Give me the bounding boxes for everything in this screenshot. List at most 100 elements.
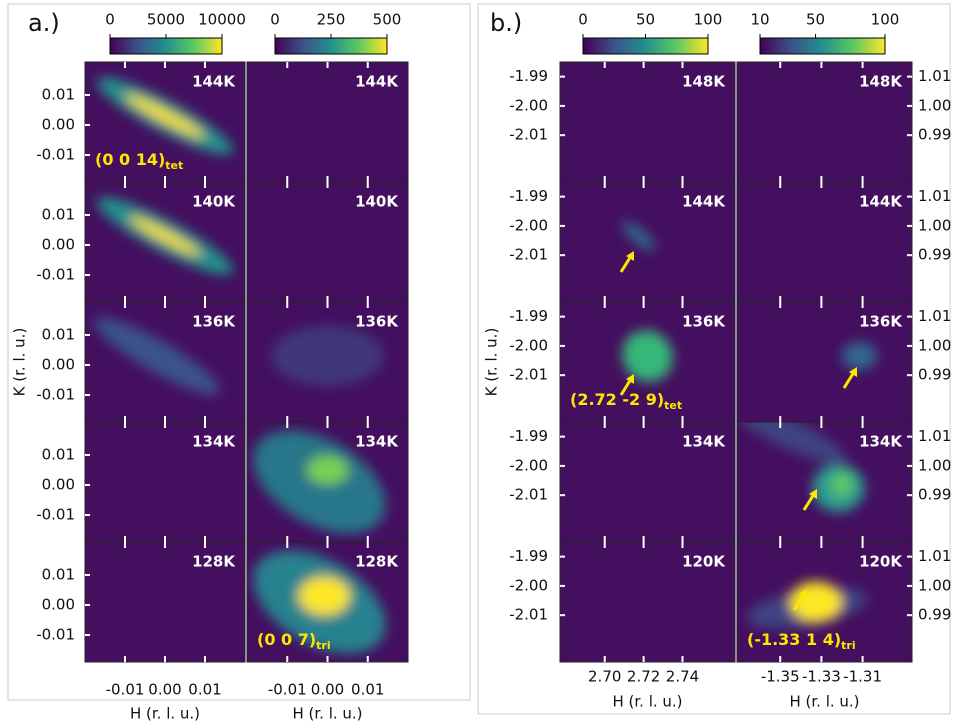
- temperature-label: 136K: [682, 313, 726, 331]
- arrow: [619, 255, 633, 273]
- temperature-label: 128K: [192, 553, 236, 571]
- y-tick-label: -2.00: [509, 456, 548, 474]
- x-tick-label: 0.01: [188, 681, 221, 699]
- x-tick-label: 0.00: [311, 681, 344, 699]
- blob-group: [96, 197, 234, 275]
- temperature-label: 148K: [859, 73, 903, 91]
- y-tick-label: -0.01: [36, 146, 75, 164]
- y2-tick-label: 0.99: [918, 246, 951, 264]
- x-axis-label: H (r. l. u.): [292, 705, 362, 723]
- blob-group: [253, 550, 386, 654]
- intensity-blob: [298, 576, 351, 616]
- y-tick-label: -2.01: [509, 126, 548, 144]
- temperature-label: 120K: [859, 553, 903, 571]
- y-axis-label: K (r. l. u.): [11, 328, 29, 397]
- y-tick-label: -2.00: [509, 216, 548, 234]
- y2-tick-label: 1.01: [918, 67, 951, 85]
- intensity-blob: [622, 330, 673, 382]
- colorbar-tick-label: 10000: [198, 11, 246, 29]
- arrow-head: [849, 367, 857, 377]
- temperature-label: 136K: [355, 313, 399, 331]
- heatmap-cell: [560, 422, 735, 542]
- annotation: (-1.33 1 4)tri: [747, 630, 856, 653]
- y2-tick-label: 1.01: [918, 427, 951, 445]
- blob-group: [737, 422, 865, 512]
- x-axis-label: H (r. l. u.): [789, 693, 859, 711]
- y2-tick-label: 1.00: [918, 576, 951, 594]
- temperature-label: 144K: [355, 73, 399, 91]
- x-tick-label: -0.01: [268, 681, 307, 699]
- x-tick-label: 2.72: [627, 668, 660, 686]
- y2-tick-label: 1.01: [918, 547, 951, 565]
- blob-group: [96, 77, 234, 155]
- annotation-subscript: tet: [165, 159, 183, 172]
- annotation-text: (0 0 7): [257, 630, 316, 649]
- colorbar: [759, 37, 886, 55]
- y-tick-label: -0.01: [36, 386, 75, 404]
- y-tick-label: 0.00: [42, 476, 75, 494]
- heatmap-column: [246, 61, 409, 663]
- temperature-label: 134K: [859, 433, 903, 451]
- y-tick-label: 0.01: [42, 326, 75, 344]
- heatmap-cell: [247, 62, 408, 182]
- heatmap-cell: [560, 542, 735, 662]
- temperature-label: 140K: [192, 193, 236, 211]
- y-tick-label: -1.99: [509, 307, 548, 325]
- y-tick-label: -0.01: [36, 506, 75, 524]
- y-tick-label: 0.01: [42, 206, 75, 224]
- temperature-label: 144K: [859, 193, 903, 211]
- x-axis-label: H (r. l. u.): [130, 705, 200, 723]
- annotation: (0 0 7)tri: [257, 630, 331, 653]
- heatmap-cell: [737, 182, 912, 302]
- temperature-label: 128K: [355, 553, 399, 571]
- cell-border: [559, 541, 736, 663]
- colorbar-tick-label: 10: [750, 11, 769, 29]
- x-tick-label: -0.01: [106, 681, 145, 699]
- colorbar-tick-label: 5000: [147, 11, 185, 29]
- y2-tick-label: 1.01: [918, 187, 951, 205]
- temperature-label: 134K: [355, 433, 399, 451]
- arrow-head: [626, 374, 634, 384]
- y-tick-label: -2.00: [509, 576, 548, 594]
- annotation: (0 0 14)tet: [95, 150, 183, 173]
- intensity-blob: [842, 341, 877, 371]
- arrow-head: [809, 489, 817, 499]
- y-tick-label: 0.01: [42, 446, 75, 464]
- y-tick-label: -1.99: [509, 187, 548, 205]
- y2-tick-label: 0.99: [918, 366, 951, 384]
- blob-group: [271, 326, 384, 386]
- colorbar-tick-label: 50: [636, 11, 655, 29]
- colorbar: [274, 37, 388, 55]
- annotation-text: (-1.33 1 4): [747, 630, 841, 649]
- blob-group: [622, 221, 656, 251]
- heatmap-column: [736, 61, 913, 663]
- x-tick-label: 2.70: [588, 668, 621, 686]
- blob-group: [842, 341, 877, 371]
- heatmap-cell: [560, 62, 735, 182]
- y-tick-label: -2.01: [509, 246, 548, 264]
- colorbar-tick-label: 0: [270, 11, 280, 29]
- y-tick-label: -2.01: [509, 366, 548, 384]
- annotation: (2.72 -2 9)tet: [570, 390, 682, 413]
- y-tick-label: 0.00: [42, 596, 75, 614]
- temperature-label: 136K: [859, 313, 903, 331]
- intensity-blob: [831, 472, 853, 497]
- temperature-label: 140K: [355, 193, 399, 211]
- temperature-label: 144K: [192, 73, 236, 91]
- y2-tick-label: 1.00: [918, 96, 951, 114]
- arrow: [842, 371, 856, 389]
- x-tick-label: -1.31: [843, 668, 882, 686]
- temperature-label: 134K: [682, 433, 726, 451]
- x-tick-label: -1.33: [802, 668, 841, 686]
- panel-frame: [7, 3, 471, 701]
- colorbar-tick-label: 100: [871, 11, 900, 29]
- y-tick-label: -2.00: [509, 96, 548, 114]
- panel-frame: [477, 3, 951, 715]
- y-tick-label: 0.01: [42, 566, 75, 584]
- colorbar-tick-label: 50: [806, 11, 825, 29]
- y-tick-label: -1.99: [509, 427, 548, 445]
- temperature-label: 148K: [682, 73, 726, 91]
- annotation-subscript: tri: [841, 639, 855, 652]
